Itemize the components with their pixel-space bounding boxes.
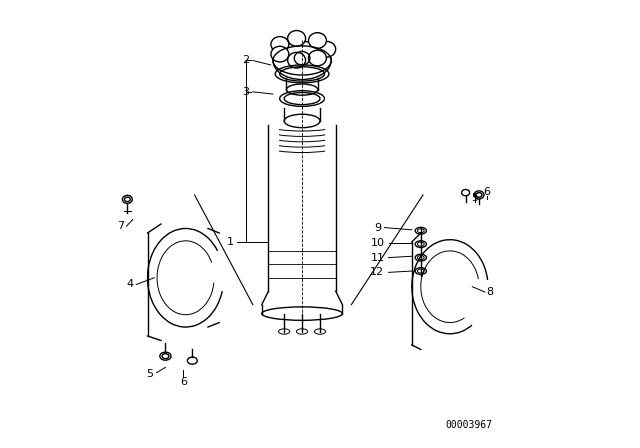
Text: 11: 11 [371,253,385,263]
Ellipse shape [271,37,289,52]
Text: 00003967: 00003967 [445,420,492,430]
Text: 4: 4 [126,280,133,289]
Text: 9: 9 [374,223,382,233]
Ellipse shape [287,30,305,46]
Ellipse shape [287,52,305,68]
Ellipse shape [271,46,289,62]
Ellipse shape [308,50,326,66]
Text: 3: 3 [243,87,250,97]
Text: 1: 1 [227,237,234,247]
Text: 2: 2 [243,56,250,65]
Text: 7: 7 [117,221,124,231]
Text: 6: 6 [484,187,491,197]
Text: 8: 8 [486,287,494,297]
Text: 5: 5 [471,193,478,203]
Text: 12: 12 [371,267,385,277]
Ellipse shape [308,33,326,48]
Ellipse shape [318,42,336,57]
Text: 6: 6 [180,377,187,387]
Text: 5: 5 [147,369,153,379]
Text: 10: 10 [371,238,385,248]
